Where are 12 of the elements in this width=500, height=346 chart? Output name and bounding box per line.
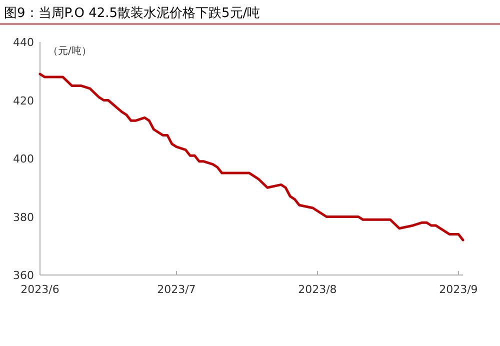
y-tick-label: 380 [13,210,34,224]
x-tick-label: 2023/7 [157,283,196,296]
y-tick-label: 360 [13,269,34,282]
y-tick-label: 420 [13,94,34,108]
chart-title: 图9：当周P.O 42.5散装水泥价格下跌5元/吨 [4,6,260,21]
y-tick-label: 400 [13,152,34,166]
x-tick-label: 2023/9 [439,283,478,296]
y-tick-label: 440 [13,36,34,49]
x-tick-label: 2023/8 [298,283,337,296]
line-series [38,72,464,242]
x-tick-label: 2023/6 [20,283,60,296]
y-axis-title: （元/吨） [48,45,92,57]
